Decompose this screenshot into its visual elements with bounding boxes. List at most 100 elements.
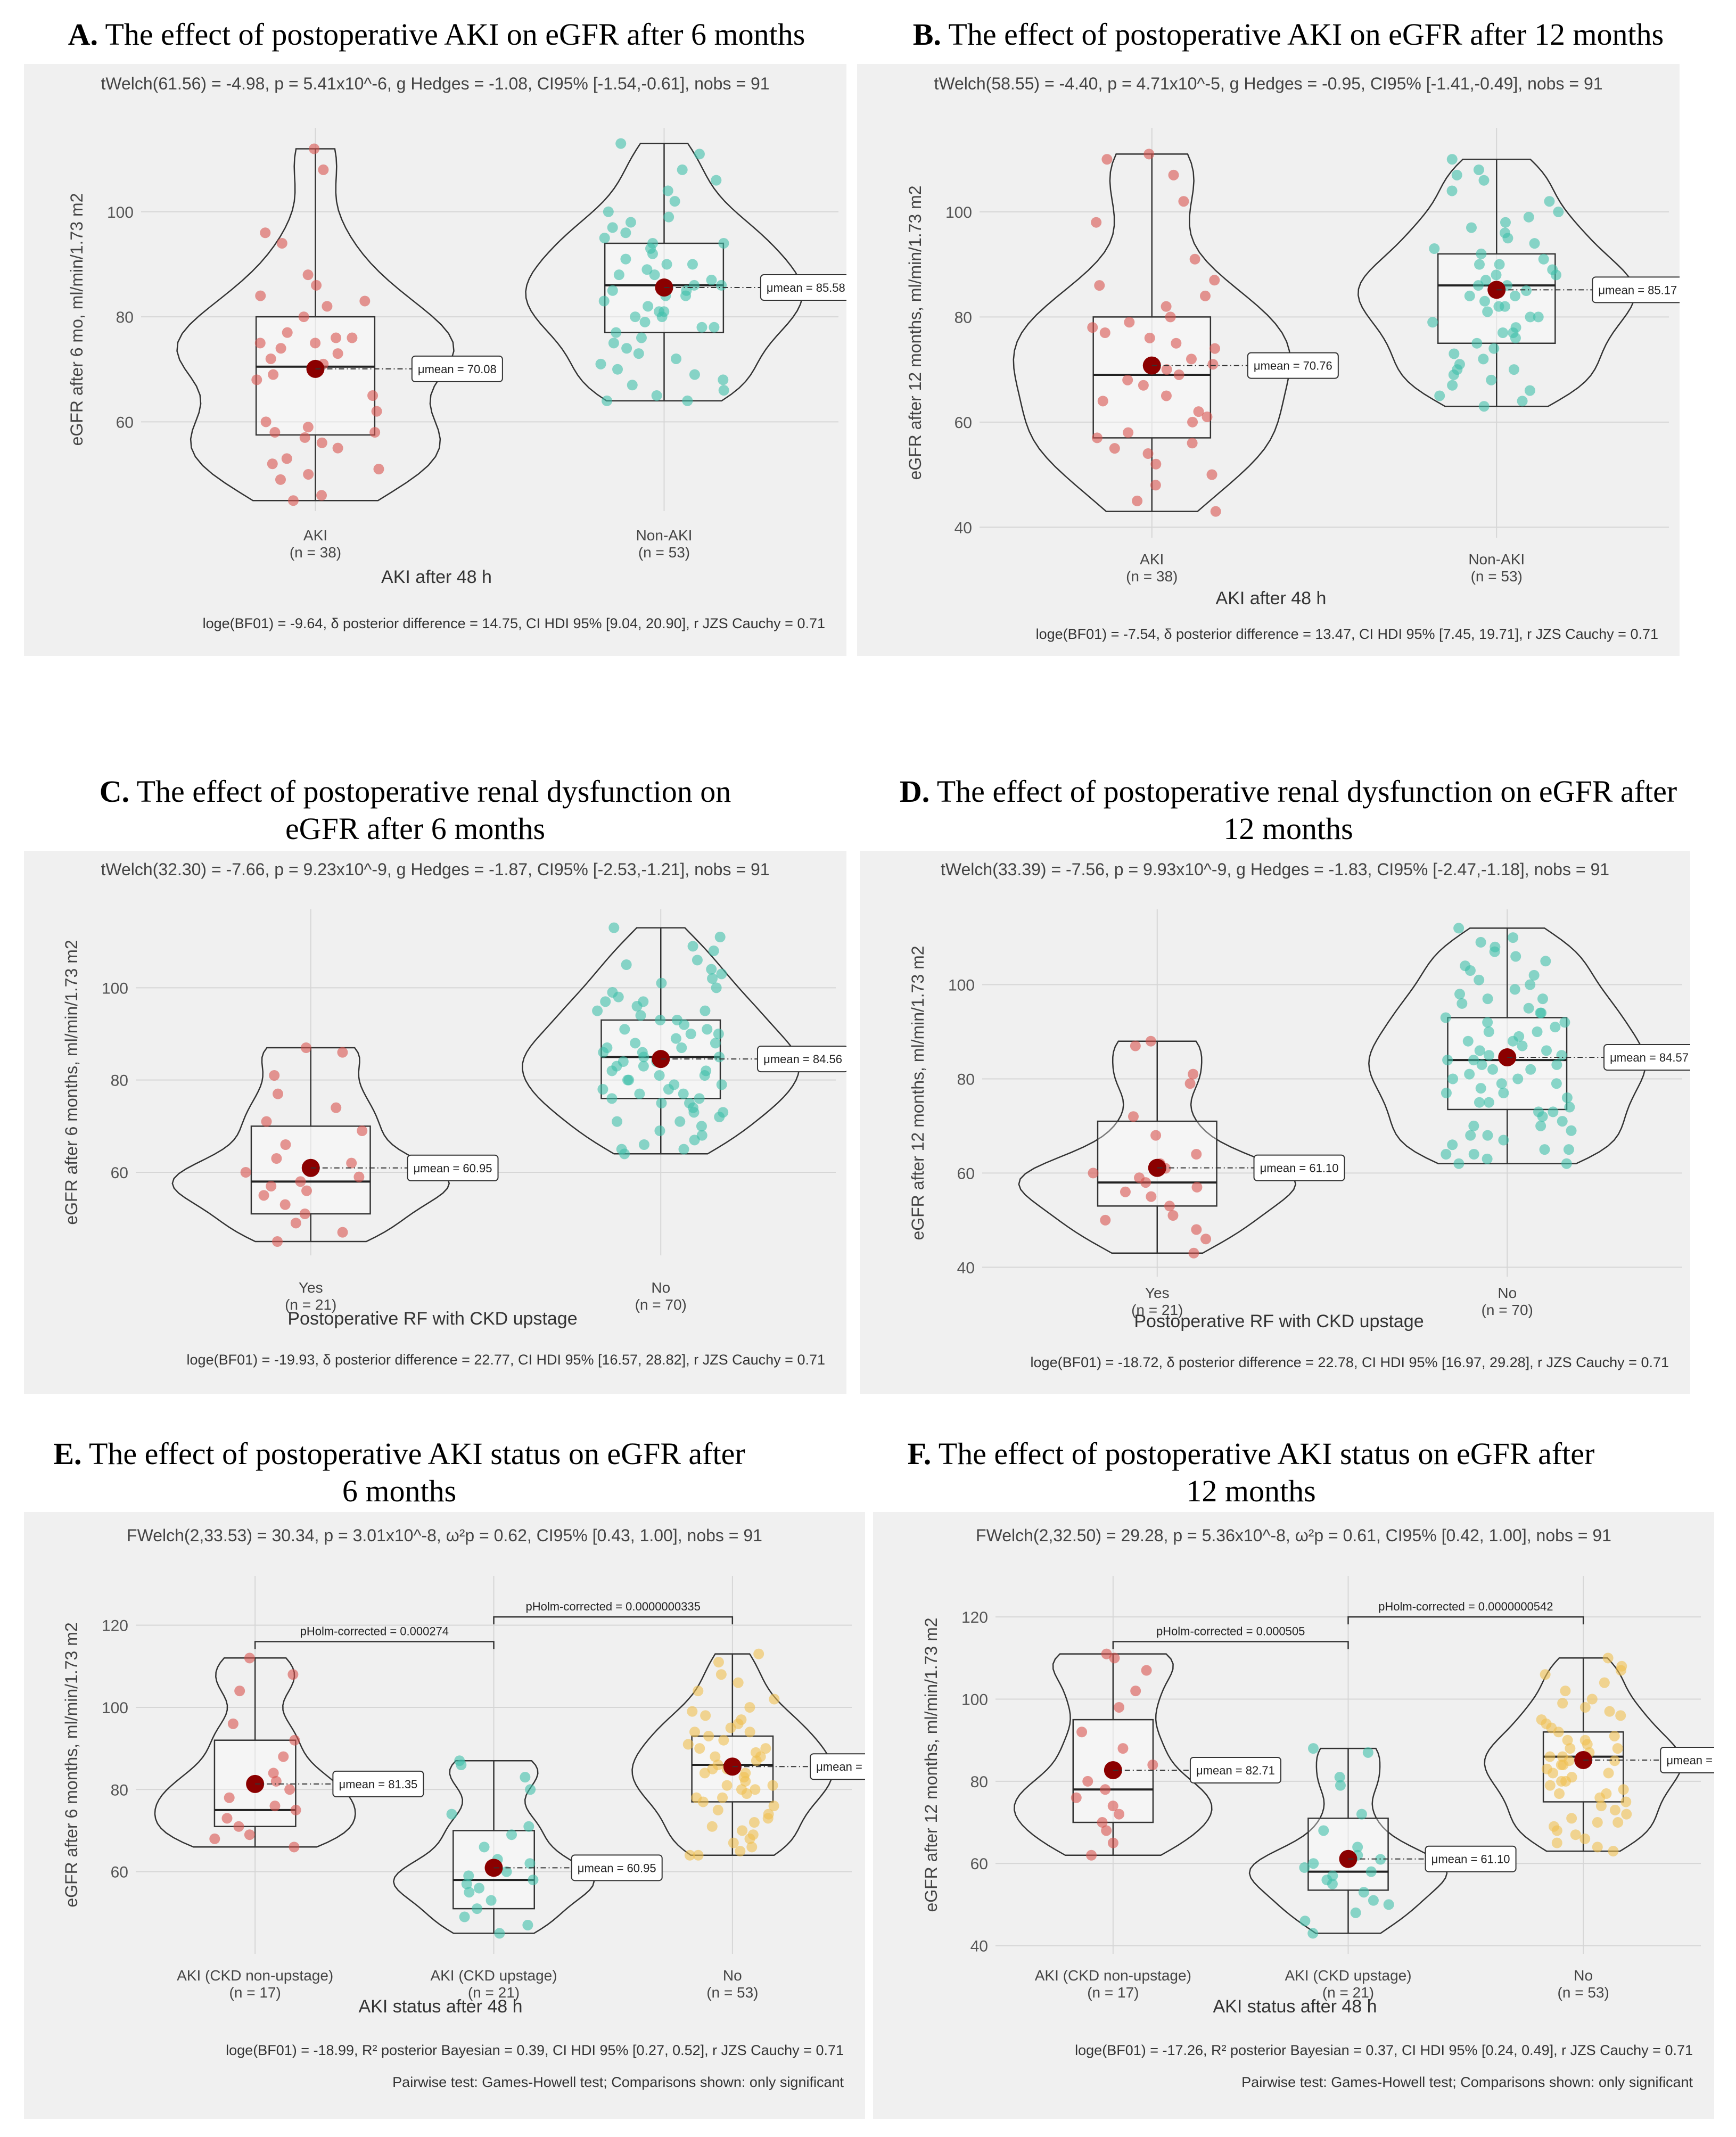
data-point — [289, 1735, 300, 1746]
data-point — [1528, 969, 1540, 981]
data-point — [654, 1070, 665, 1081]
data-point — [1441, 1149, 1452, 1160]
data-point — [663, 211, 674, 223]
data-point — [284, 1784, 295, 1795]
data-point — [620, 227, 631, 239]
stats-header-C: tWelch(32.30) = -7.66, p = 9.23x10^-9, g… — [101, 860, 769, 879]
data-point — [1209, 275, 1220, 286]
data-point — [725, 1722, 736, 1733]
x-tick-n-0: (n = 38) — [1126, 568, 1178, 585]
data-point — [233, 1821, 244, 1832]
data-point — [1144, 332, 1155, 343]
data-point — [1088, 1168, 1099, 1179]
data-point — [331, 1102, 342, 1113]
y-axis-label: eGFR after 6 months, ml/min/1.73 m2 — [62, 940, 81, 1224]
data-point — [337, 1227, 348, 1238]
data-point — [608, 922, 620, 933]
data-point — [655, 1015, 666, 1025]
y-tick-label: 100 — [102, 1699, 128, 1717]
x-axis-label: AKI status after 48 h — [1213, 1996, 1377, 2017]
data-point — [611, 327, 622, 338]
data-point — [1140, 1177, 1151, 1188]
data-point — [1557, 1116, 1568, 1127]
data-point — [592, 1005, 603, 1016]
x-axis-label: AKI status after 48 h — [358, 1996, 522, 2017]
y-tick-label: 120 — [961, 1609, 988, 1626]
stats-footer-C: loge(BF01) = -19.93, δ posterior differe… — [187, 1352, 825, 1368]
data-point — [1560, 1776, 1572, 1787]
data-point — [1474, 259, 1485, 270]
data-point — [1091, 432, 1103, 443]
mean-label-0: μmean = 61.10 — [1260, 1162, 1339, 1175]
chart-svg-E: FWelch(2,33.53) = 30.34, p = 3.01x10^-8,… — [62, 1526, 865, 2090]
mean-label-box-0 — [411, 355, 503, 382]
data-point — [1493, 301, 1504, 312]
data-point — [1161, 390, 1172, 401]
data-point — [1480, 275, 1491, 286]
data-point — [1615, 1710, 1626, 1721]
data-point — [1465, 965, 1476, 976]
data-point — [735, 1846, 746, 1857]
data-point — [1091, 217, 1102, 228]
data-point — [737, 1825, 748, 1836]
mean-label-box-2 — [810, 1753, 865, 1780]
data-point — [1550, 269, 1561, 281]
data-point — [1164, 1201, 1175, 1212]
data-point — [506, 1829, 517, 1840]
data-point — [299, 1209, 310, 1219]
data-point — [1145, 1035, 1156, 1047]
data-point — [1512, 1073, 1524, 1084]
data-point — [1440, 1012, 1451, 1023]
data-point — [265, 353, 276, 364]
data-point — [1561, 1158, 1572, 1169]
data-point — [275, 474, 286, 485]
data-point — [627, 380, 638, 391]
data-point — [1207, 359, 1219, 370]
data-point — [1206, 469, 1217, 480]
data-point — [1509, 984, 1520, 995]
data-point — [1579, 1833, 1591, 1844]
data-point — [1476, 248, 1487, 259]
data-point — [1071, 1792, 1082, 1803]
data-point — [367, 390, 379, 401]
stats-footer-A: loge(BF01) = -9.64, δ posterior differen… — [203, 615, 825, 631]
data-point — [1609, 1804, 1620, 1815]
chart-panel-F: FWelch(2,32.50) = 29.28, p = 5.36x10^-8,… — [873, 1512, 1714, 2119]
data-point — [346, 1157, 357, 1169]
data-point — [1550, 1022, 1561, 1033]
data-point — [528, 1875, 539, 1886]
data-point — [1592, 1842, 1603, 1853]
data-point — [606, 1065, 618, 1076]
mean-dot-0 — [1104, 1761, 1122, 1779]
data-point — [656, 977, 667, 989]
data-point — [302, 269, 314, 281]
data-point — [682, 1739, 694, 1750]
data-point — [524, 1858, 536, 1869]
data-point — [1462, 1035, 1474, 1047]
x-axis-label: Postoperative RF with CKD upstage — [287, 1309, 577, 1329]
data-point — [717, 1792, 728, 1803]
y-tick-label: 100 — [948, 977, 975, 994]
data-point — [750, 1784, 761, 1795]
mean-label-1: μmean = 84.56 — [763, 1053, 842, 1066]
data-point — [258, 1190, 269, 1201]
data-point — [718, 1735, 729, 1746]
data-point — [1365, 1866, 1377, 1877]
data-point — [1454, 989, 1466, 1000]
data-point — [680, 290, 692, 301]
data-point — [696, 322, 707, 333]
data-point — [1482, 306, 1493, 317]
data-point — [501, 1866, 512, 1877]
data-point — [268, 369, 279, 380]
data-point — [1541, 1045, 1552, 1056]
data-point — [479, 1842, 490, 1853]
data-point — [1510, 951, 1521, 962]
data-point — [1486, 374, 1497, 385]
y-tick-label: 100 — [107, 204, 134, 221]
mean-label-box-1 — [1603, 1044, 1690, 1071]
data-point — [714, 932, 726, 942]
y-axis-label: eGFR after 6 mo, ml/min/1.73 m2 — [67, 193, 86, 446]
data-point — [1468, 1120, 1479, 1131]
data-point — [1544, 196, 1555, 207]
x-tick-label-0: Yes — [299, 1279, 323, 1296]
